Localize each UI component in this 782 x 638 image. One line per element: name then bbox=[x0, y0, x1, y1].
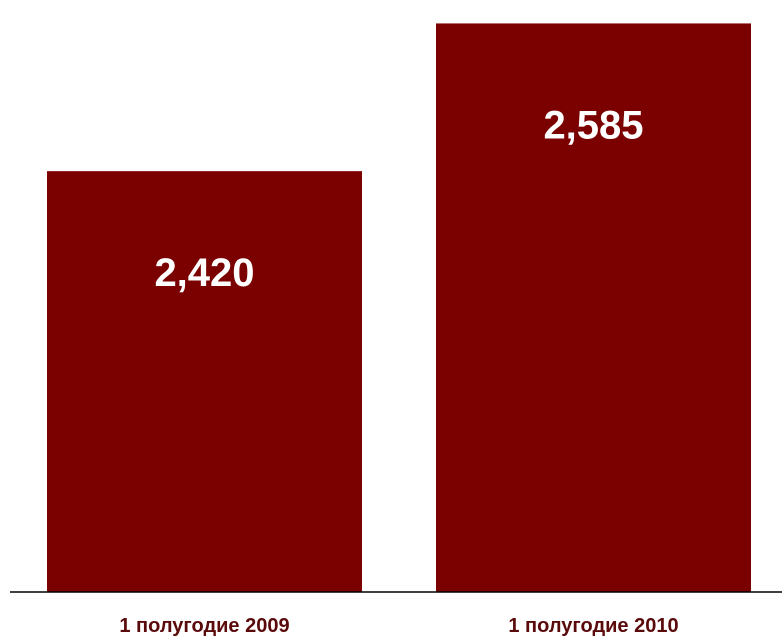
bar-1 bbox=[47, 171, 362, 592]
bars-group bbox=[47, 23, 751, 592]
data-label-1: 2,420 bbox=[154, 251, 254, 295]
x-tick-label-1: 1 полугодие 2009 bbox=[119, 615, 289, 637]
labels-group: 2,420 1 полугодие 2009 2,585 1 полугодие 20… bbox=[119, 103, 678, 637]
x-tick-label-2: 1 полугодие 2010 bbox=[508, 615, 678, 637]
bar-2 bbox=[436, 23, 751, 592]
data-label-2: 2,585 bbox=[543, 103, 643, 147]
